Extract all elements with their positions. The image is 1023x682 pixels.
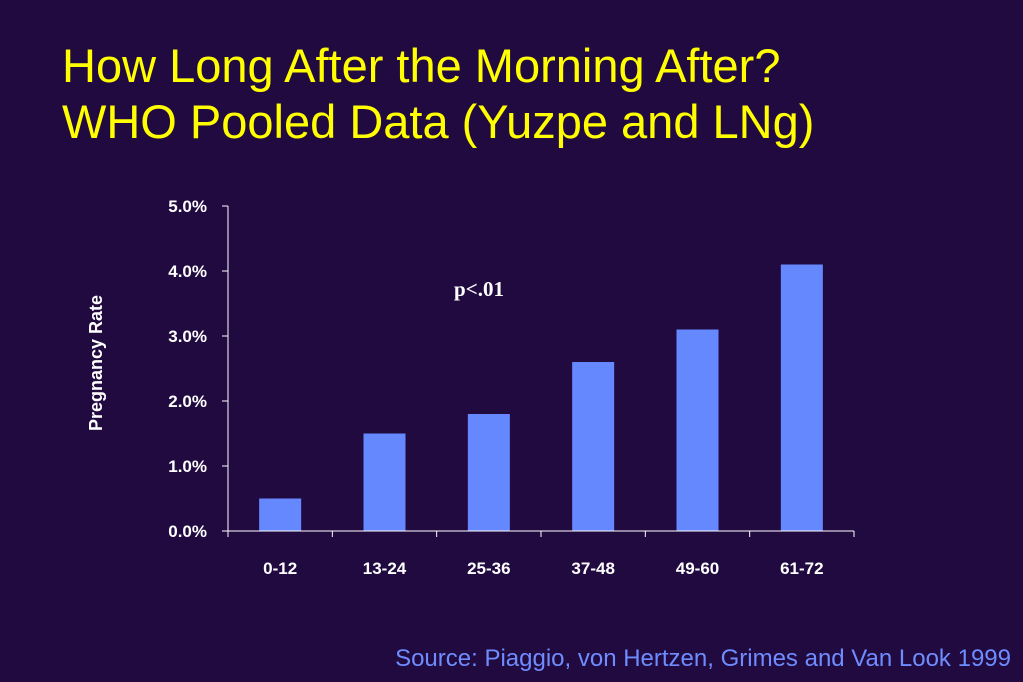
- bars: [259, 264, 823, 531]
- bar-37-48: [572, 362, 615, 531]
- y-tick-label: 5.0%: [168, 197, 207, 216]
- x-axis-ticks: 0-12 13-24 25-36 37-48 49-60 61-72: [227, 531, 855, 578]
- y-tick-label: 2.0%: [168, 392, 207, 411]
- x-tick-label: 37-48: [571, 559, 614, 578]
- source-citation: Source: Piaggio, von Hertzen, Grimes and…: [395, 645, 1011, 672]
- x-tick-label: 13-24: [363, 559, 407, 578]
- bar-25-36: [467, 414, 510, 531]
- y-axis-title: Pregnancy Rate: [86, 295, 106, 431]
- bar-0-12: [259, 498, 302, 531]
- bar-61-72: [780, 264, 823, 531]
- x-tick-label: 25-36: [467, 559, 510, 578]
- significance-annotation: p<.01: [454, 277, 504, 301]
- bar-chart: 0.0% 1.0% 2.0% 3.0% 4.0% 5.0% 0-12 13-24 25-36 3…: [86, 197, 855, 578]
- slide-title: How Long After the Morning After? WHO Po…: [62, 38, 1012, 150]
- slide-title-line-1: How Long After the Morning After?: [62, 39, 781, 92]
- y-tick-label: 3.0%: [168, 327, 207, 346]
- x-tick-label: 49-60: [676, 559, 719, 578]
- x-tick-label: 0-12: [263, 559, 297, 578]
- y-axis-ticks: 0.0% 1.0% 2.0% 3.0% 4.0% 5.0%: [168, 197, 228, 541]
- y-tick-label: 4.0%: [168, 262, 207, 281]
- slide-title-line-2: WHO Pooled Data (Yuzpe and LNg): [62, 95, 815, 148]
- x-tick-label: 61-72: [780, 559, 823, 578]
- y-tick-label: 1.0%: [168, 457, 207, 476]
- bar-13-24: [363, 433, 406, 531]
- bar-49-60: [676, 329, 719, 531]
- y-tick-label: 0.0%: [168, 522, 207, 541]
